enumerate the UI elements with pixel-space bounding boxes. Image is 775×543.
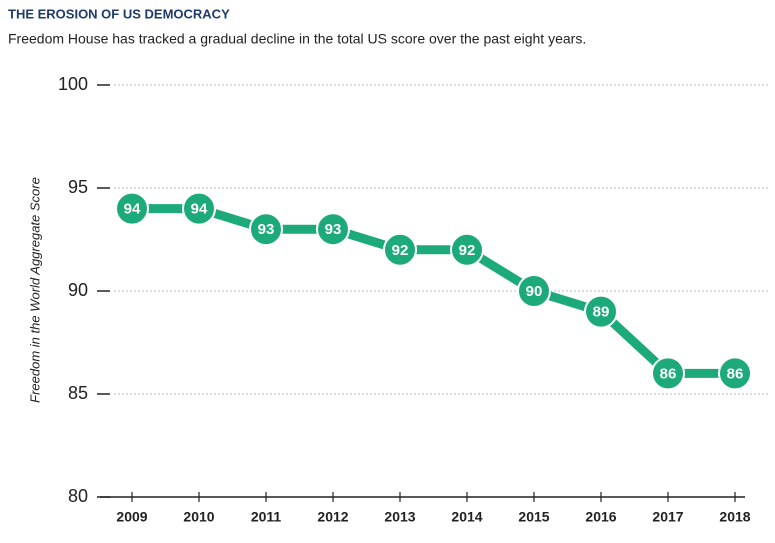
y-tick-label: 100	[58, 74, 88, 94]
marker	[450, 232, 484, 267]
marker	[517, 274, 551, 308]
value-label: 92	[459, 242, 476, 259]
value-label: 93	[325, 221, 342, 238]
x-tick-label: 2017	[652, 509, 683, 525]
x-tick-label: 2010	[183, 509, 214, 525]
marker	[718, 356, 752, 391]
x-tick-label: 2015	[518, 509, 549, 525]
value-label: 93	[258, 221, 275, 238]
y-tick-label: 80	[68, 486, 88, 506]
value-label: 86	[727, 365, 744, 382]
marker	[249, 212, 283, 247]
marker	[584, 294, 618, 329]
x-tick-label: 2013	[384, 509, 415, 525]
value-label: 94	[124, 201, 141, 218]
x-tick-label: 2016	[585, 509, 616, 525]
chart-title: THE EROSION OF US DEMOCRACY	[8, 6, 230, 21]
marker	[651, 356, 685, 391]
x-tick-label: 2009	[116, 509, 147, 525]
y-axis-label: Freedom in the World Aggregate Score	[27, 177, 42, 403]
value-label: 86	[660, 365, 677, 382]
y-tick-label: 90	[68, 280, 88, 300]
x-tick-label: 2014	[451, 509, 482, 525]
y-tick-label: 85	[68, 383, 88, 403]
x-tick-label: 2018	[719, 509, 750, 525]
marker	[182, 191, 216, 226]
x-tick-label: 2011	[251, 509, 282, 525]
line	[132, 204, 735, 378]
chart-subtitle: Freedom House has tracked a gradual decl…	[8, 31, 586, 47]
value-label: 94	[191, 201, 208, 218]
marker	[316, 212, 350, 247]
x-tick-label: 2012	[317, 509, 348, 525]
value-label: 89	[593, 304, 610, 321]
marker	[115, 191, 149, 226]
marker	[383, 232, 417, 267]
value-label: 92	[392, 242, 409, 259]
y-tick-label: 95	[68, 177, 88, 197]
value-label: 90	[526, 283, 543, 300]
